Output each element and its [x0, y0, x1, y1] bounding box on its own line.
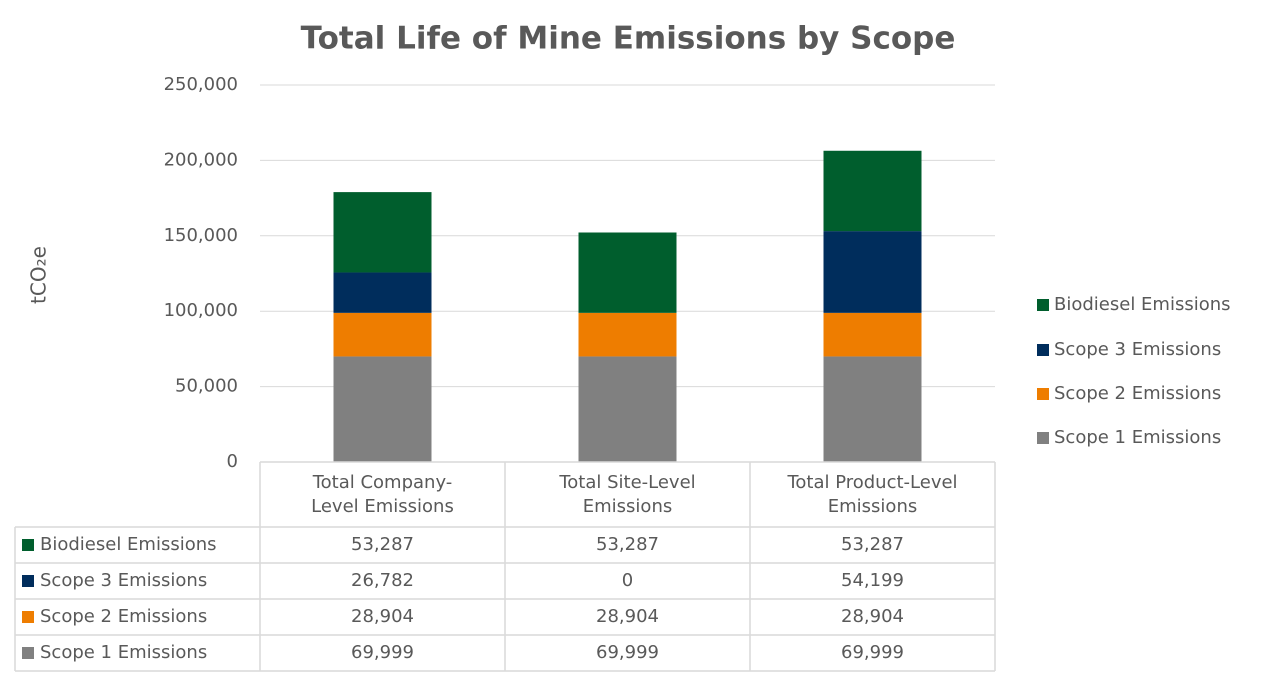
- x-tick-label: Total Product-Level Emissions: [787, 471, 958, 517]
- bar-segment: [333, 192, 432, 273]
- bar-segment: [578, 232, 677, 313]
- legend-label: Biodiesel Emissions: [1054, 294, 1231, 315]
- table-cell: 28,904: [841, 606, 904, 627]
- table-cell: 28,904: [596, 606, 659, 627]
- legend-label: Scope 1 Emissions: [1054, 427, 1221, 448]
- x-tick-label: Total Company-Level Emissions: [311, 471, 454, 517]
- legend-key: [1037, 299, 1049, 311]
- bar-segment: [823, 312, 922, 357]
- bar-segment: [333, 272, 432, 313]
- y-tick-label: 150,000: [164, 225, 238, 246]
- table-row-label: Scope 1 Emissions: [40, 642, 207, 663]
- table-cell: 69,999: [351, 642, 414, 663]
- table-cell: 53,287: [596, 534, 659, 555]
- bar-segment: [333, 356, 432, 462]
- bar-segment: [823, 356, 922, 462]
- x-tick-label: Total Site-Level Emissions: [559, 471, 696, 517]
- category-header: Total Site-Level Emissions: [559, 471, 696, 517]
- y-axis-label: tCO₂e: [27, 246, 51, 304]
- table-legend-key: [22, 611, 34, 623]
- table-row-label: Biodiesel Emissions: [40, 534, 217, 555]
- table-legend-key: [22, 539, 34, 551]
- legend-label: Scope 3 Emissions: [1054, 339, 1221, 360]
- table-cell: 69,999: [596, 642, 659, 663]
- table-cell: 54,199: [841, 570, 904, 591]
- bar-segment: [823, 231, 922, 313]
- y-tick-label: 250,000: [164, 74, 238, 95]
- table-legend-key: [22, 575, 34, 587]
- bar-segment: [823, 150, 922, 232]
- y-tick-label: 50,000: [175, 376, 238, 397]
- bar-segment: [578, 312, 677, 357]
- table-cell: 53,287: [351, 534, 414, 555]
- category-header: Total Product-Level Emissions: [787, 471, 958, 517]
- table-row-label: Scope 3 Emissions: [40, 570, 207, 591]
- table-cell: 53,287: [841, 534, 904, 555]
- legend-key: [1037, 344, 1049, 356]
- legend-label: Scope 2 Emissions: [1054, 383, 1221, 404]
- table-cell: 0: [622, 570, 633, 591]
- legend-key: [1037, 388, 1049, 400]
- table-legend-key: [22, 647, 34, 659]
- chart-title: Total Life of Mine Emissions by Scope: [301, 21, 956, 57]
- bar-segment: [578, 356, 677, 462]
- y-tick-label: 200,000: [164, 149, 238, 170]
- category-header: Total Company-Level Emissions: [311, 471, 454, 517]
- y-tick-label: 100,000: [164, 300, 238, 321]
- legend-key: [1037, 432, 1049, 444]
- table-row-label: Scope 2 Emissions: [40, 606, 207, 627]
- bar-segment: [333, 312, 432, 357]
- table-cell: 28,904: [351, 606, 414, 627]
- table-cell: 26,782: [351, 570, 414, 591]
- table-cell: 69,999: [841, 642, 904, 663]
- y-tick-label: 0: [227, 451, 238, 472]
